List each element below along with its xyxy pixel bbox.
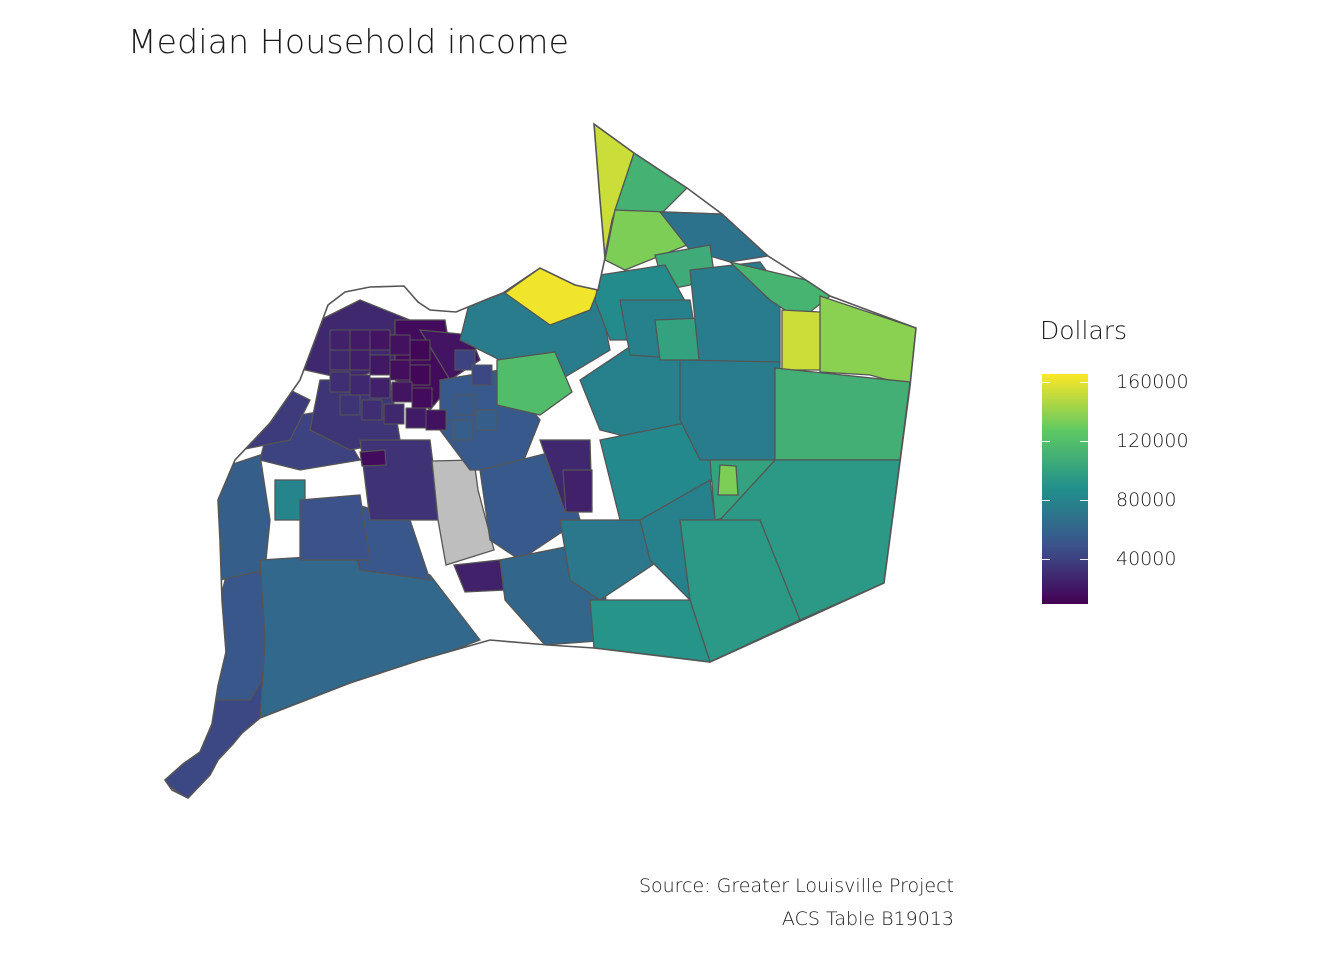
census-tract bbox=[409, 364, 431, 386]
county-boundary bbox=[163, 122, 917, 799]
census-tract bbox=[349, 329, 371, 351]
census-tract bbox=[658, 211, 770, 263]
census-tract bbox=[329, 371, 351, 393]
legend-title: Dollars bbox=[1040, 316, 1128, 345]
census-tract bbox=[349, 349, 371, 371]
caption-table: ACS Table B19013 bbox=[781, 908, 954, 930]
census-tract bbox=[405, 407, 427, 429]
census-tract bbox=[389, 359, 411, 381]
legend-tick-label: 120000 bbox=[1116, 430, 1189, 452]
census-tract bbox=[339, 394, 361, 416]
census-tract bbox=[369, 354, 391, 376]
census-tract bbox=[411, 387, 433, 409]
legend-tick-label: 80000 bbox=[1116, 489, 1177, 511]
census-tract bbox=[383, 403, 405, 425]
census-tract bbox=[679, 359, 781, 461]
census-tract bbox=[361, 399, 383, 421]
census-tract bbox=[454, 349, 476, 371]
census-tract bbox=[454, 394, 476, 416]
census-tract bbox=[774, 367, 911, 461]
legend-tick-label: 40000 bbox=[1116, 548, 1177, 570]
census-tract bbox=[299, 494, 371, 561]
census-tract bbox=[475, 409, 497, 431]
census-tract bbox=[425, 409, 447, 431]
census-tract bbox=[409, 339, 431, 361]
census-tract bbox=[451, 419, 473, 441]
caption: Source: Greater Louisville Project ACS T… bbox=[639, 870, 954, 936]
census-tract bbox=[727, 260, 832, 321]
caption-source: Source: Greater Louisville Project bbox=[638, 875, 954, 897]
census-tract bbox=[562, 469, 593, 513]
legend-colorbar bbox=[1042, 374, 1088, 604]
census-tract bbox=[369, 377, 391, 399]
census-tract bbox=[391, 381, 413, 403]
legend-tick-label: 160000 bbox=[1116, 371, 1189, 393]
census-tract bbox=[329, 329, 351, 351]
census-tract bbox=[329, 349, 351, 371]
census-tract bbox=[589, 599, 711, 663]
census-tract bbox=[349, 374, 371, 396]
census-tract bbox=[453, 559, 506, 593]
legend: Dollars 160000 120000 80000 40000 bbox=[1040, 316, 1260, 616]
census-tract bbox=[717, 464, 739, 496]
census-tract bbox=[359, 449, 387, 467]
census-tract bbox=[369, 329, 391, 351]
census-tract bbox=[496, 351, 573, 416]
census-tract bbox=[471, 364, 493, 386]
census-tract bbox=[389, 334, 411, 356]
map-title: Median Household income bbox=[128, 22, 570, 61]
census-tract bbox=[781, 309, 826, 371]
census-tract bbox=[259, 554, 482, 721]
